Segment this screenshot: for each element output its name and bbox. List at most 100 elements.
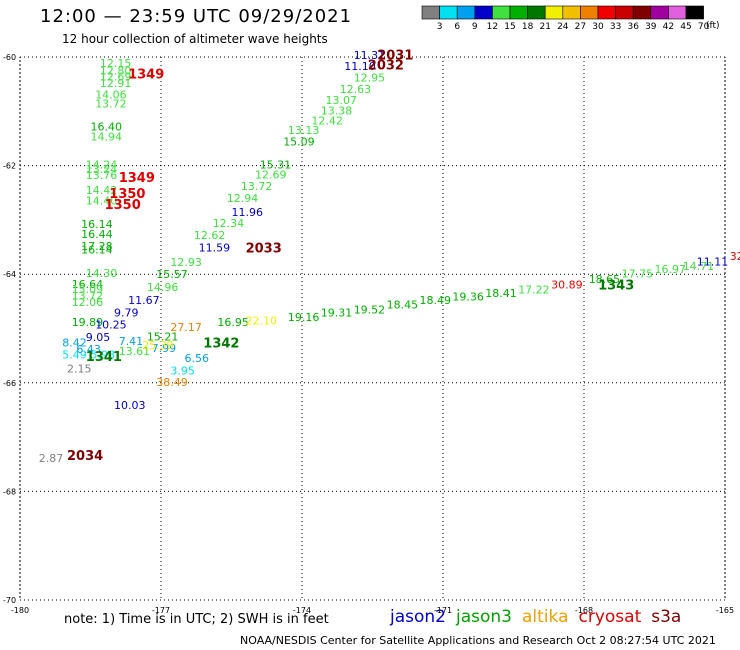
- pass-time-label: 1350: [109, 187, 145, 202]
- lon-label: -174: [293, 606, 311, 615]
- wave-height-label: 13.07: [326, 94, 358, 107]
- scale-label: 33: [610, 22, 621, 32]
- wave-height-label: 14.94: [91, 131, 123, 144]
- pass-time-label: 1349: [128, 68, 164, 83]
- pass-time-label: 1350: [105, 198, 141, 213]
- scale-label: 36: [627, 22, 639, 32]
- wave-height-label: 19.16: [288, 311, 320, 324]
- wave-height-label: 18.49: [420, 294, 452, 307]
- wave-height-label: 9.79: [114, 307, 139, 320]
- wave-height-label: 2.87: [39, 452, 64, 465]
- wave-height-label: 12.93: [170, 256, 202, 269]
- wave-height-label: 11.10: [344, 60, 376, 73]
- wave-height-label: 7.99: [152, 342, 177, 355]
- lat-label: -60: [3, 53, 16, 62]
- footer-note: note: 1) Time is in UTC; 2) SWH is in fe…: [64, 612, 329, 627]
- footer-credit: NOAA/NESDIS Center for Satellite Applica…: [240, 634, 716, 647]
- wave-height-label: 12.42: [311, 114, 343, 127]
- scale-label: 15: [504, 22, 515, 32]
- wave-height-label: 19.31: [321, 307, 353, 320]
- wave-height-label: 13.24: [86, 163, 118, 176]
- lat-label: -66: [3, 379, 16, 388]
- lon-label: -168: [575, 606, 593, 615]
- pass-time-label: 1341: [86, 350, 122, 365]
- wave-height-label: 18.45: [387, 298, 419, 311]
- wave-height-label: 12.69: [100, 70, 131, 83]
- wave-height-label: 9.05: [86, 331, 111, 344]
- lon-label: -171: [434, 606, 452, 615]
- wave-height-label: 14.40: [86, 195, 118, 208]
- wave-height-label: 15.09: [283, 136, 315, 149]
- pass-time-label: 1349: [119, 171, 155, 186]
- wave-height-label: 13.13: [288, 124, 320, 137]
- wave-height-label: 6.56: [185, 352, 210, 365]
- wave-height-label: 16.95: [217, 316, 249, 329]
- wave-height-label: 3.95: [170, 365, 195, 378]
- wave-height-label: 14.96: [147, 281, 179, 294]
- wave-height-label: 13.72: [241, 180, 273, 193]
- pass-time-label: 2031: [377, 49, 413, 64]
- scale-label: 18: [522, 22, 534, 32]
- wave-height-label: 19.52: [354, 303, 386, 316]
- wave-height-label: 16.44: [81, 228, 113, 241]
- wave-height-label: 18.41: [485, 287, 517, 300]
- wave-height-label: 11.96: [232, 206, 264, 219]
- wave-height-label: 13.38: [321, 105, 353, 118]
- satellite-legend-item: cryosat: [578, 607, 642, 627]
- wave-height-label: 8.42: [62, 336, 87, 349]
- wave-height-label: 6.43: [76, 343, 101, 356]
- lon-label: -180: [11, 606, 29, 615]
- scale-label: 70: [698, 22, 710, 32]
- wave-height-label: 32.43: [730, 250, 740, 263]
- wave-height-label: 15.31: [260, 158, 292, 171]
- satellite-legend-item: jason2: [390, 607, 446, 627]
- wave-height-label: 12.69: [255, 169, 287, 182]
- wave-height-label: 2.15: [67, 362, 92, 375]
- scale-label: 39: [645, 22, 657, 32]
- scale-label: 27: [575, 22, 586, 32]
- wave-height-label: 10.03: [114, 399, 146, 412]
- lat-label: -64: [3, 270, 16, 279]
- wave-height-label: 18.65: [589, 273, 621, 286]
- wave-height-label: 19.89: [72, 316, 104, 329]
- lon-label: -177: [152, 606, 170, 615]
- scale-label: 42: [663, 22, 674, 32]
- wave-height-label: 16.14: [81, 244, 113, 257]
- lat-label: -68: [3, 487, 16, 496]
- wave-height-label: 14.30: [86, 267, 118, 280]
- pass-time-label: 2032: [368, 58, 404, 73]
- scale-label: 3: [437, 22, 443, 32]
- wave-height-label: 12.80: [100, 64, 131, 77]
- scale-label: 45: [680, 22, 691, 32]
- wave-height-label: 17.22: [518, 284, 550, 297]
- lat-label: -70: [3, 596, 16, 605]
- wave-height-label: 12.06: [72, 296, 104, 309]
- wave-height-label: 11.67: [128, 294, 160, 307]
- wave-height-label: 27.17: [170, 321, 202, 334]
- wave-height-label: 10.25: [95, 319, 127, 332]
- wave-height-label: 17.75: [622, 267, 654, 280]
- wave-height-label: 22.10: [246, 315, 278, 328]
- wave-height-label: 12.94: [227, 192, 258, 205]
- wave-height-label: 14.06: [95, 88, 127, 101]
- wave-height-label: 14.24: [86, 158, 118, 171]
- wave-height-label: 5.49: [62, 348, 87, 361]
- page-title: 12:00 — 23:59 UTC 09/29/2021: [40, 6, 353, 27]
- wave-height-label: 13.72: [72, 290, 104, 303]
- color-scale-unit: (ft): [706, 21, 720, 31]
- scale-label: 30: [592, 22, 604, 32]
- wave-height-label: 13.72: [95, 97, 127, 110]
- satellite-legend-item: s3a: [651, 607, 682, 627]
- wave-height-label: 30.89: [551, 278, 583, 291]
- wave-height-label: 16.97: [655, 263, 687, 276]
- wave-height-label: 11.31: [354, 49, 386, 62]
- wave-height-label: 12.15: [100, 57, 131, 70]
- scale-label: 9: [472, 22, 478, 32]
- wave-height-label: 13.61: [119, 345, 151, 358]
- page-subtitle: 12 hour collection of altimeter wave hei…: [62, 32, 328, 46]
- wave-height-label: 11.59: [199, 241, 231, 254]
- wave-height-label: 12.95: [354, 71, 386, 84]
- color-scale: 3 6 9 12 15 18 21 24 27 30 33 36 39 42 45 70: [421, 5, 710, 32]
